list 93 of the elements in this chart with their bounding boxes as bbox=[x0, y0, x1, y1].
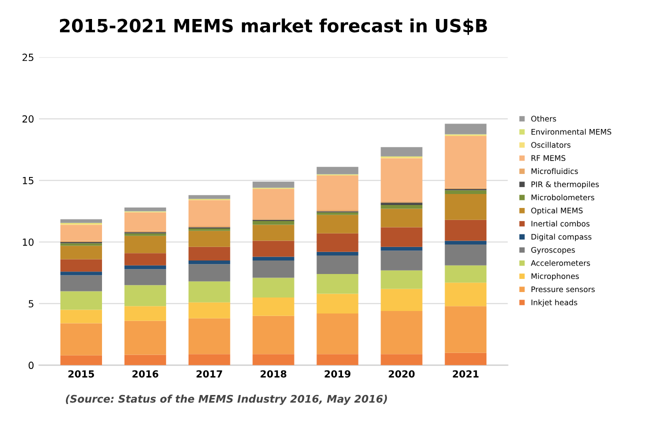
bar bbox=[316, 256, 358, 274]
bar bbox=[252, 221, 294, 225]
bar bbox=[252, 260, 294, 278]
bar bbox=[124, 265, 166, 270]
bar bbox=[124, 233, 166, 236]
bar bbox=[124, 236, 166, 254]
bar bbox=[252, 256, 294, 260]
bar bbox=[60, 246, 102, 260]
bar bbox=[444, 244, 486, 266]
bar bbox=[188, 264, 230, 282]
bar bbox=[380, 147, 422, 156]
bar bbox=[124, 253, 166, 266]
bar bbox=[60, 243, 102, 246]
bar bbox=[124, 285, 166, 306]
bar bbox=[380, 208, 422, 228]
bar bbox=[60, 310, 102, 324]
bar bbox=[316, 166, 358, 174]
bar bbox=[316, 212, 358, 215]
bar bbox=[380, 288, 422, 311]
bar bbox=[188, 246, 230, 260]
bar bbox=[60, 291, 102, 310]
bar bbox=[316, 313, 358, 354]
bar bbox=[444, 265, 486, 283]
bar bbox=[444, 282, 486, 306]
y-tick-label: 25 bbox=[22, 54, 34, 62]
bar bbox=[444, 136, 486, 188]
bar bbox=[380, 246, 422, 251]
bar bbox=[60, 275, 102, 292]
bar bbox=[124, 269, 166, 286]
bar bbox=[188, 354, 230, 366]
bar bbox=[188, 195, 230, 199]
bar bbox=[124, 306, 166, 321]
bar bbox=[124, 320, 166, 355]
bar bbox=[380, 158, 422, 202]
x-tick-label: 2018 bbox=[260, 370, 286, 378]
bar bbox=[252, 182, 294, 188]
bar bbox=[252, 224, 294, 241]
bar bbox=[252, 240, 294, 257]
x-tick-label: 2019 bbox=[324, 370, 350, 378]
bar bbox=[316, 252, 358, 256]
bar bbox=[380, 227, 422, 247]
bar bbox=[380, 270, 422, 289]
bar bbox=[444, 194, 486, 220]
x-tick-label: 2020 bbox=[388, 370, 415, 378]
bar bbox=[380, 250, 422, 270]
bar bbox=[380, 205, 422, 209]
bar bbox=[316, 214, 358, 234]
chart-title: 2015-2021 MEMS market forecast in US$B bbox=[60, 18, 488, 35]
bar bbox=[60, 272, 102, 276]
bar bbox=[252, 278, 294, 298]
y-tick-label: 5 bbox=[28, 300, 34, 308]
bar bbox=[316, 294, 358, 314]
bar bbox=[252, 354, 294, 366]
bar bbox=[380, 310, 422, 354]
bar bbox=[444, 124, 486, 134]
bar bbox=[60, 355, 102, 366]
x-tick-label: 2016 bbox=[132, 370, 158, 378]
bar bbox=[316, 274, 358, 294]
bar bbox=[124, 208, 166, 212]
y-tick-label: 20 bbox=[22, 115, 34, 123]
bar bbox=[124, 354, 166, 366]
bar bbox=[444, 240, 486, 244]
bar bbox=[316, 175, 358, 210]
x-tick-label: 2015 bbox=[68, 370, 94, 378]
bar bbox=[316, 233, 358, 252]
bar bbox=[380, 202, 422, 206]
bar bbox=[380, 354, 422, 366]
bar bbox=[252, 316, 294, 354]
y-tick-label: 15 bbox=[22, 177, 34, 184]
bar bbox=[188, 228, 230, 231]
bar bbox=[444, 306, 486, 353]
bar bbox=[188, 281, 230, 302]
bar bbox=[188, 302, 230, 318]
bar bbox=[444, 352, 486, 366]
bar bbox=[60, 224, 102, 241]
bar bbox=[252, 189, 294, 219]
bar bbox=[316, 354, 358, 366]
bar bbox=[444, 220, 486, 241]
bar bbox=[124, 212, 166, 231]
y-tick-label: 10 bbox=[22, 238, 34, 246]
bar bbox=[188, 318, 230, 354]
bar bbox=[60, 259, 102, 272]
y-tick-label: 0 bbox=[28, 362, 34, 370]
bar bbox=[188, 200, 230, 226]
bar bbox=[60, 323, 102, 356]
bar bbox=[60, 219, 102, 223]
text: (Source: Status of the MEMS Industry 2016, May 2016) bbox=[66, 394, 387, 405]
x-tick-label: 2021 bbox=[452, 370, 479, 378]
bar bbox=[252, 297, 294, 316]
bar bbox=[188, 230, 230, 247]
bar bbox=[444, 190, 486, 194]
bar bbox=[188, 260, 230, 264]
x-tick-label: 2017 bbox=[196, 370, 222, 378]
